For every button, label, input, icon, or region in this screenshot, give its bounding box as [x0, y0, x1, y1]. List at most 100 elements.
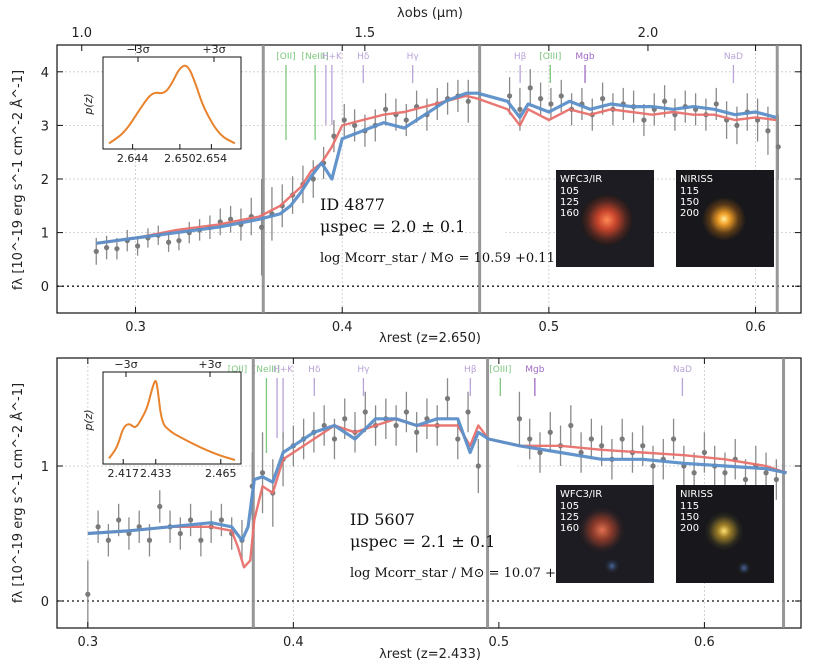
data-point [734, 122, 740, 128]
data-point [568, 422, 574, 429]
pz-inset: 2.417 2.433 2.465 −3σ +3σ p(z) [82, 358, 242, 480]
data-point [548, 101, 554, 107]
data-point [104, 245, 110, 251]
data-point [558, 93, 564, 99]
line-label: [NeIII] [253, 365, 280, 375]
data-point [465, 98, 471, 104]
data-point [600, 96, 606, 102]
data-point [641, 117, 647, 123]
panel-id4877: [OII] [NeIII]H+K Hδ Hγ Hβ [OIII] Mgb NaD 0.3 0.4… [10, 6, 802, 346]
sky-line [486, 358, 490, 628]
data-point [527, 85, 533, 91]
data-point [670, 436, 677, 442]
mu-spec: μspec = 2.1 ± 0.1 [350, 532, 495, 551]
sky-line [775, 45, 779, 313]
red-model-line [96, 94, 777, 245]
line-label: [OIII] [489, 365, 511, 375]
x-tick-label: 0.5 [489, 635, 510, 650]
data-point [775, 144, 781, 150]
inset-tick-label: 2.465 [205, 467, 237, 480]
inset-ylabel: p(z) [82, 409, 95, 431]
panel-id5607: [OII] [NeIII]H+K Hδ Hγ Hβ [OIII] Mgb NaD 0.3 0.4… [10, 357, 802, 662]
data-point [517, 106, 523, 112]
data-point [763, 470, 769, 476]
data-point [701, 449, 708, 456]
data-point [619, 436, 625, 442]
cutout-niriss: NIRISS 115 150 200 [676, 485, 774, 583]
pz-curve [108, 64, 236, 145]
y-axis-label: fλ [10^-19 erg s^-1 cm^-2 Å^-1] [10, 70, 26, 290]
data-point [538, 96, 544, 102]
top-tick-label: 1.5 [355, 26, 376, 41]
data-point [198, 537, 204, 543]
data-point [662, 98, 668, 104]
data-point [537, 449, 543, 456]
data-point [640, 443, 646, 449]
inset-ylabel: p(z) [82, 93, 95, 115]
blue-model-line [87, 417, 787, 542]
data-point [176, 238, 182, 244]
data-point [444, 395, 451, 402]
data-point [218, 517, 225, 523]
data-point [93, 248, 99, 254]
data-point [765, 128, 771, 134]
x-tick-label: 0.4 [283, 635, 304, 650]
data-point [331, 436, 338, 442]
cutout-wfc3: WFC3/IR 105 125 160 [556, 485, 654, 583]
data-point [157, 503, 163, 510]
sky-line [261, 45, 265, 313]
top-x-ticks: 1.0 1.5 2.0 [71, 26, 658, 51]
cutout-wfc3: WFC3/IR 105 125 160 [556, 170, 654, 267]
companion-blob [604, 558, 620, 574]
data-point [475, 463, 481, 469]
y-tick-label: 1 [41, 227, 49, 242]
cutout-filter: 150 [680, 512, 699, 523]
inset-ticks: 2.417 2.433 2.465 [107, 372, 237, 480]
data-point [259, 470, 266, 476]
galaxy-blob [581, 194, 633, 246]
data-point [650, 463, 656, 469]
galaxy-blob [578, 506, 626, 554]
data-point [742, 476, 749, 483]
companion-blob [737, 561, 751, 575]
data-point [341, 117, 347, 123]
model-lines [87, 417, 787, 569]
line-label: [OII] [228, 365, 247, 375]
data-point [342, 416, 348, 422]
data-point [691, 470, 697, 476]
line-label: H+K [322, 52, 343, 62]
blue-model-line [96, 91, 777, 245]
data-point [146, 537, 153, 543]
data-point [403, 117, 409, 123]
inset-frame [102, 371, 242, 465]
stellar-mass: log Mcorr_star / M⊙ = 10.59 +0.11 −0.05 [320, 251, 599, 266]
line-label: [OIII] [539, 52, 561, 62]
cutout-filter: 115 [680, 186, 699, 197]
x-tick-label: 0.6 [694, 635, 715, 650]
galaxy-blob [702, 197, 746, 241]
cutout-title: NIRISS [680, 489, 713, 500]
sky-line [478, 45, 482, 313]
sigma-right-label: +3σ [202, 43, 225, 56]
data-point [187, 517, 194, 523]
cutout-filter: 125 [560, 512, 579, 523]
top-xlabel: λobs (μm) [397, 6, 463, 21]
x-tick-label: 0.4 [332, 320, 353, 335]
y-tick-label: 0 [41, 595, 49, 610]
data-point [105, 537, 111, 543]
cutout-filter: 105 [560, 501, 579, 512]
data-point [135, 243, 141, 249]
cutout-niriss: NIRISS 115 150 200 [676, 170, 774, 267]
cutout-filter: 160 [560, 208, 579, 219]
line-label: Hγ [407, 52, 420, 62]
line-label: NaD [724, 52, 743, 62]
data-point [527, 436, 533, 442]
gap-regions [492, 359, 518, 627]
cutout-filter: 160 [560, 523, 579, 534]
cutout-filter: 105 [560, 186, 579, 197]
inset-frame [102, 56, 242, 150]
sigma-right-label: +3σ [198, 358, 221, 371]
y-axis-label: fλ [10^-19 erg s^-1 cm^-2 Å^-1] [10, 383, 26, 603]
data-point [228, 216, 234, 222]
line-label: Hγ [357, 365, 370, 375]
